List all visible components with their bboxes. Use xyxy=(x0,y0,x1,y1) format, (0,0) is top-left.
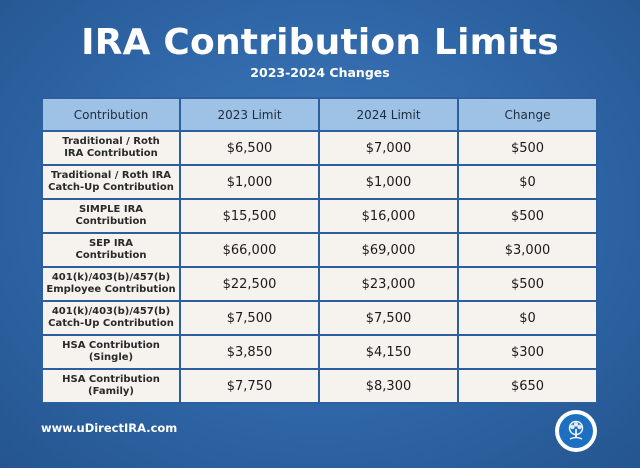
limit-2024: $7,000 xyxy=(320,132,457,164)
limit-change: $300 xyxy=(459,336,596,368)
limit-2024: $1,000 xyxy=(320,166,457,198)
table-row: Traditional / Roth IRA Catch-Up Contribut… xyxy=(43,166,596,198)
limit-2024: $69,000 xyxy=(320,234,457,266)
contribution-name: HSA Contribution (Single) xyxy=(43,336,179,368)
limit-2023: $7,750 xyxy=(181,370,318,402)
website-link[interactable]: www.uDirectIRA.com xyxy=(41,421,178,435)
table-row: Traditional / Roth IRA Contribution $6,50… xyxy=(43,132,596,164)
contribution-name: Traditional / Roth IRA Contribution xyxy=(43,132,179,164)
table-header-row: Contribution 2023 Limit 2024 Limit Chang… xyxy=(43,99,596,130)
limit-change: $500 xyxy=(459,268,596,300)
limit-2023: $22,500 xyxy=(181,268,318,300)
limit-2023: $66,000 xyxy=(181,234,318,266)
contribution-name: Traditional / Roth IRA Catch-Up Contribut… xyxy=(43,166,179,198)
brand-logo xyxy=(555,410,597,452)
page-subtitle: 2023-2024 Changes xyxy=(250,65,390,80)
header-2023-limit: 2023 Limit xyxy=(181,99,318,130)
table-row: SEP IRA Contribution $66,000 $69,000 $3,0… xyxy=(43,234,596,266)
tree-icon xyxy=(559,414,593,448)
page-title: IRA Contribution Limits xyxy=(81,22,559,63)
limit-change: $0 xyxy=(459,166,596,198)
table-row: SIMPLE IRA Contribution $15,500 $16,000 $… xyxy=(43,200,596,232)
table-row: 401(k)/403(b)/457(b) Catch-Up Contributio… xyxy=(43,302,596,334)
limit-change: $500 xyxy=(459,200,596,232)
table-row: HSA Contribution (Single) $3,850 $4,150 $… xyxy=(43,336,596,368)
limit-2024: $4,150 xyxy=(320,336,457,368)
contribution-name: HSA Contribution (Family) xyxy=(43,370,179,402)
limit-2023: $6,500 xyxy=(181,132,318,164)
limit-2023: $1,000 xyxy=(181,166,318,198)
limit-change: $3,000 xyxy=(459,234,596,266)
contribution-limits-table: Contribution 2023 Limit 2024 Limit Chang… xyxy=(41,97,598,404)
header-contribution: Contribution xyxy=(43,99,179,130)
limit-2023: $15,500 xyxy=(181,200,318,232)
contribution-name: SEP IRA Contribution xyxy=(43,234,179,266)
contribution-name: 401(k)/403(b)/457(b) Catch-Up Contributio… xyxy=(43,302,179,334)
contribution-name: 401(k)/403(b)/457(b) Employee Contributio… xyxy=(43,268,179,300)
limit-2023: $7,500 xyxy=(181,302,318,334)
limit-2024: $8,300 xyxy=(320,370,457,402)
limit-2023: $3,850 xyxy=(181,336,318,368)
limit-2024: $7,500 xyxy=(320,302,457,334)
header-change: Change xyxy=(459,99,596,130)
limit-change: $0 xyxy=(459,302,596,334)
limit-change: $650 xyxy=(459,370,596,402)
contribution-name: SIMPLE IRA Contribution xyxy=(43,200,179,232)
table-row: HSA Contribution (Family) $7,750 $8,300 $… xyxy=(43,370,596,402)
limit-2024: $23,000 xyxy=(320,268,457,300)
limit-2024: $16,000 xyxy=(320,200,457,232)
header-2024-limit: 2024 Limit xyxy=(320,99,457,130)
table-row: 401(k)/403(b)/457(b) Employee Contributio… xyxy=(43,268,596,300)
limit-change: $500 xyxy=(459,132,596,164)
